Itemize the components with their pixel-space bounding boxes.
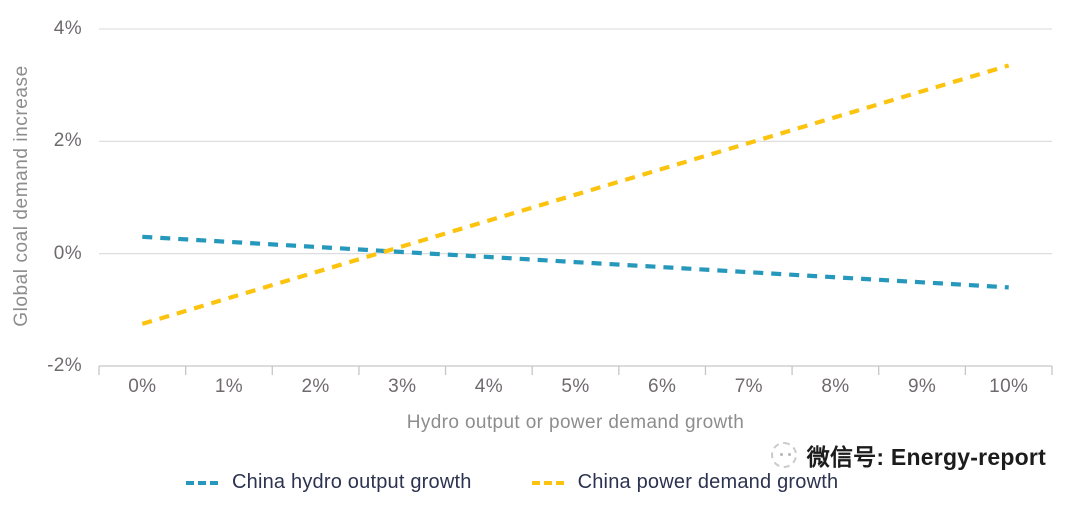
yellow-dashed-line-marker [531, 480, 564, 485]
x-tick-label: 9% [907, 376, 937, 397]
x-axis-tick-labels: 0% 1% 2% 3% 4% 5% 6% 7% 8% 9% 10% [99, 376, 1052, 398]
x-tick-label: 5% [561, 376, 590, 397]
x-tick-label: 6% [648, 376, 677, 397]
legend-label-hydro: China hydro output growth [232, 471, 472, 493]
x-tick-label: 8% [821, 376, 850, 397]
x-tick-label: 10% [989, 376, 1029, 397]
series-line-1 [141, 63, 1010, 326]
x-tick-label: 0% [128, 376, 157, 397]
y-tick-label: 4% [53, 18, 82, 39]
legend-item-power: China power demand growth [531, 471, 839, 494]
x-tick-label: 2% [301, 376, 330, 397]
wechat-sketch-icon [770, 442, 797, 468]
y-axis-title: Global coal demand increase [11, 65, 32, 327]
x-axis-title: Hydro output or power demand growth [406, 412, 745, 433]
y-tick-label: 2% [53, 130, 82, 152]
x-tick-label: 3% [388, 376, 417, 397]
legend: China hydro output growth China power de… [186, 471, 838, 494]
series-line-0 [142, 234, 1009, 290]
x-tick-label: 1% [214, 376, 244, 397]
y-tick-label: 0% [53, 242, 82, 264]
blue-dashed-line-marker [186, 480, 218, 485]
x-tick-label: 7% [734, 376, 763, 397]
y-tick-label: -2% [47, 355, 82, 376]
x-tick-label: 4% [474, 376, 503, 397]
legend-item-hydro: China hydro output growth [186, 471, 472, 494]
watermark: 微信号: Energy-report [770, 438, 1046, 472]
legend-label-power: China power demand growth [577, 471, 839, 493]
watermark-text: 微信号: Energy-report [806, 444, 1046, 470]
